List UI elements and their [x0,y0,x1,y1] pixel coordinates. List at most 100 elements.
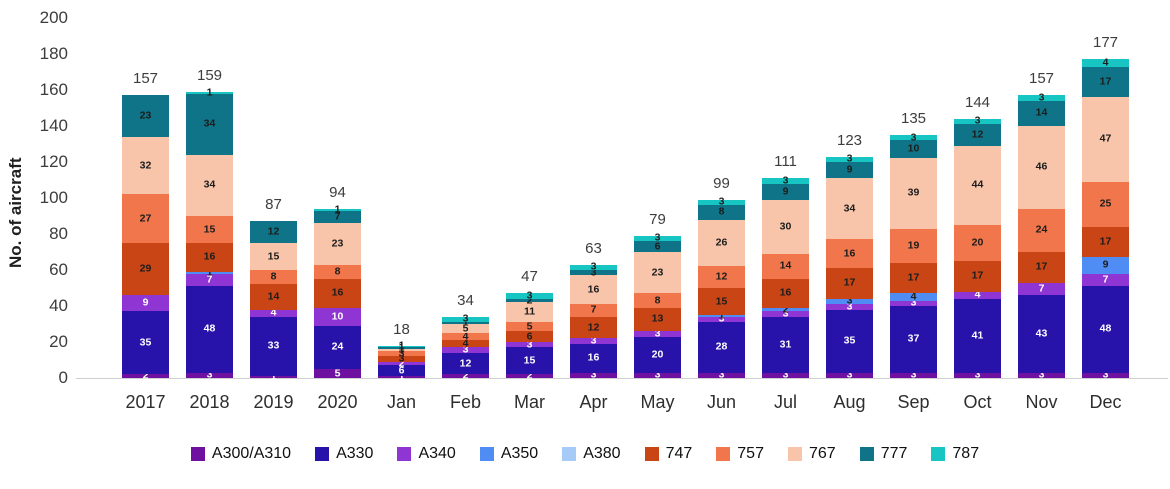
bar-segment: 14 [762,253,809,279]
x-axis-label: 2017 [125,392,166,412]
bar-segment: 3 [634,232,681,243]
bar-segment: 4 [250,307,297,318]
bar-segment: 3 [442,313,489,324]
bar-segment: 16 [570,275,617,305]
legend-label: 767 [808,445,836,462]
x-axis-label: 2020 [317,392,358,412]
segment-value-label: 16 [843,247,856,260]
bar-segment: 12 [570,316,617,339]
bar-segment: 17 [890,262,937,294]
segment-value-label: 15 [267,250,280,262]
bar-segment: 16 [570,343,617,373]
bar-segment: 1 [186,267,233,278]
bar-segment: 17 [954,261,1001,292]
bar-total-label: 99 [713,174,730,192]
bar-segment: 16 [826,239,873,269]
segment-value-label: 17 [843,276,856,289]
legend-swatch [716,447,731,461]
x-axis-label: Feb [449,392,482,412]
x-axis-label: Aug [833,392,866,412]
bar-segment: 2 [122,370,169,381]
legend-swatch [397,447,412,461]
bar-segment: 1 [250,371,297,382]
bar-segment: 4 [442,331,489,342]
segment-value-label: 13 [651,312,664,325]
bar-total-label: 157 [132,70,159,88]
bar-segment: 8 [698,205,745,220]
bar-segment: 27 [122,194,169,243]
y-tick-label: 100 [39,188,68,207]
bar-segment: 3 [954,115,1001,126]
bar-segment: 4 [954,289,1001,300]
segment-value-label: 6 [398,364,405,377]
segment-value-label: 26 [715,236,728,249]
bar-segment: 12 [954,124,1001,146]
x-axis-line [76,378,1168,379]
segment-value-label: 16 [203,250,216,263]
bar-segment: 9 [826,162,873,179]
bar-segment: 1 [378,344,425,355]
segment-value-label: 7 [1038,282,1045,295]
segment-value-label: 44 [971,178,984,191]
segment-value-label: 46 [1035,160,1048,173]
legend-label: 777 [880,445,908,462]
bar-segment: 3 [826,295,873,306]
legend-swatch [859,447,874,461]
segment-value-label: 12 [715,270,728,283]
bar-total-label: 94 [329,183,346,201]
bar-segment: 35 [826,309,873,373]
segment-value-label: 17 [907,271,920,284]
bar-segment: 30 [762,199,809,254]
legend-item: 777 [859,445,908,463]
y-tick-label: 0 [58,368,68,387]
bar-segment: 47 [1082,97,1129,182]
legend-label: 747 [665,445,693,462]
y-tick-label: 40 [49,296,68,315]
segment-value-label: 8 [654,294,661,307]
segment-value-label: 7 [206,273,213,286]
bar-segment: 37 [890,306,937,373]
segment-value-label: 12 [971,128,984,141]
x-axis-label: Apr [579,392,608,412]
bar-segment: 11 [506,302,553,323]
segment-value-label: 16 [331,286,344,299]
bar-segment: 14 [250,284,297,310]
x-axis-label: Jan [386,392,417,412]
bar-segment: 3 [762,369,809,380]
bar-segment: 3 [826,301,873,312]
bar-segment: 2 [442,370,489,381]
segment-value-label: 7 [590,303,597,316]
y-tick-label: 200 [39,8,68,27]
legend-item: A300/A310 [190,445,291,463]
bar-segment: 9 [762,183,809,200]
segment-value-label: 35 [139,336,152,349]
bar-segment: 13 [634,307,681,332]
legend-swatch [562,447,577,461]
legend-item: 747 [644,445,693,463]
legend-item: A330 [315,445,373,463]
bar-total-label: 47 [521,268,538,286]
legend: A300/A310 A330 A340 A350 A380 747 757 767 777 787 [0,445,1170,463]
bar-segment: 3 [570,267,617,278]
bar-segment: 17 [1082,66,1129,98]
segment-value-label: 24 [331,340,344,353]
bar-segment: 34 [826,178,873,240]
segment-value-label: 12 [587,321,600,334]
bar-segment: 3 [698,369,745,380]
bar-segment: 16 [762,279,809,308]
bar-segment: 6 [378,364,425,377]
segment-value-label: 48 [1099,322,1112,335]
bar-segment: 48 [186,286,233,373]
bar-segment: 31 [762,316,809,373]
segment-value-label: 16 [779,286,792,299]
bar-segment: 12 [250,221,297,243]
segment-value-label: 48 [203,322,216,335]
bar-segment: 15 [506,347,553,375]
x-axis-label: 2019 [253,392,294,412]
bar-total-label: 157 [1028,70,1055,88]
bar-segment: 12 [698,266,745,288]
bar-segment: 34 [186,93,233,155]
segment-value-label: 47 [1099,132,1112,145]
segment-value-label: 5 [334,367,341,379]
bar-segment: 48 [1082,286,1129,373]
